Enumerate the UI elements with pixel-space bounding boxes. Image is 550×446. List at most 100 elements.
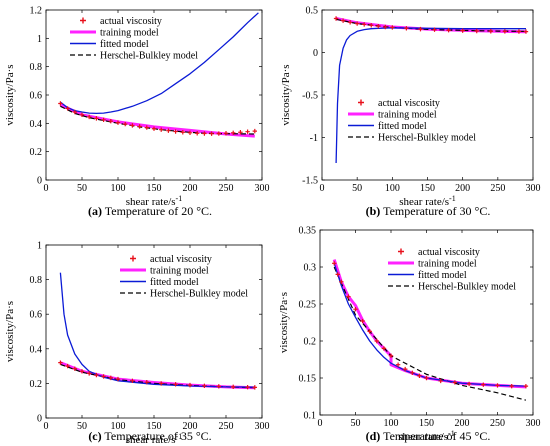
data-point-actual-viscosity — [159, 381, 164, 386]
x-tick-label: 150 — [419, 418, 434, 429]
data-point-actual-viscosity — [502, 29, 508, 34]
x-tick-label: 200 — [455, 183, 470, 194]
panel-a: 0 50 100 150 200 250 300 0 0.2 0.4 0.6 0.8 1 1.2 shear… — [4, 6, 270, 219]
legend-label: actual viscosity — [378, 98, 440, 109]
caption-letter: (a) — [88, 204, 102, 218]
data-point-actual-viscosity — [173, 129, 178, 134]
data-point-actual-viscosity — [202, 383, 207, 389]
y-tick-label: 0.2 — [30, 147, 43, 158]
data-point-actual-viscosity — [424, 375, 429, 381]
x-tick-label: 300 — [255, 183, 270, 194]
data-point-actual-viscosity — [388, 353, 394, 358]
data-point-actual-viscosity — [130, 123, 135, 128]
y-tick-label: 0.8 — [30, 62, 43, 73]
data-point-actual-viscosity — [209, 131, 214, 136]
x-tick-label: 50 — [352, 183, 362, 194]
data-point-actual-viscosity — [65, 106, 70, 111]
series-line-herschel-bulkley-model — [333, 266, 527, 401]
data-point-actual-viscosity — [333, 16, 339, 21]
x-tick-label: 50 — [77, 421, 87, 432]
x-tick-label: 100 — [384, 418, 399, 429]
x-tick-label: 100 — [385, 183, 400, 194]
data-point-actual-viscosity — [395, 362, 401, 367]
legend-label: actual viscosity — [418, 247, 480, 258]
data-point-actual-viscosity — [115, 120, 121, 125]
x-axis-label-exponent: -1 — [176, 432, 183, 441]
y-tick-label: 1 — [37, 241, 42, 252]
data-point-actual-viscosity — [159, 127, 164, 132]
data-point-actual-viscosity — [108, 375, 113, 381]
legend-label: training model — [100, 28, 159, 39]
data-point-actual-viscosity — [340, 18, 346, 23]
y-tick-label: -1 — [310, 133, 318, 144]
y-tick-label: 0.2 — [30, 379, 43, 390]
caption-letter: (d) — [366, 429, 381, 443]
legend-marker-icon — [398, 248, 404, 255]
data-point-actual-viscosity — [374, 338, 379, 344]
data-point-actual-viscosity — [245, 129, 250, 134]
data-point-actual-viscosity — [79, 112, 85, 118]
x-axis-label: shear rate/s-1 — [126, 432, 182, 446]
data-point-actual-viscosity — [418, 26, 423, 32]
data-point-actual-viscosity — [346, 294, 351, 299]
x-tick-label: 0 — [44, 183, 49, 194]
data-point-actual-viscosity — [245, 385, 250, 390]
data-point-actual-viscosity — [367, 329, 372, 334]
legend-label: fitted model — [378, 121, 427, 132]
x-tick-label: 250 — [219, 421, 234, 432]
legend-label: Herschel-Bulkley model — [418, 282, 516, 293]
data-point-actual-viscosity — [101, 117, 106, 122]
x-tick-label: 150 — [147, 183, 162, 194]
data-point-actual-viscosity — [332, 261, 337, 266]
panel-caption: (d) Temperature of 45 °C. — [366, 429, 491, 443]
data-point-actual-viscosity — [72, 366, 77, 371]
x-tick-label: 300 — [526, 183, 541, 194]
y-axis-label: viscosity/Pa·s — [4, 64, 16, 125]
data-point-actual-viscosity — [481, 382, 486, 387]
data-point-actual-viscosity — [87, 114, 92, 120]
data-point-actual-viscosity — [353, 306, 358, 312]
x-tick-label: 0 — [318, 418, 323, 429]
panel-caption: (b) Temperature of 30 °C. — [366, 204, 491, 218]
legend-label: fitted model — [100, 39, 149, 50]
y-tick-label: 0.35 — [299, 226, 317, 237]
data-point-actual-viscosity — [202, 131, 207, 136]
data-point-actual-viscosity — [446, 28, 451, 33]
data-point-actual-viscosity — [460, 28, 465, 33]
y-tick-label: 0.4 — [30, 119, 43, 130]
data-point-actual-viscosity — [180, 130, 185, 135]
x-axis-label: shear rate/s-1 — [398, 429, 454, 443]
data-point-actual-viscosity — [231, 130, 236, 136]
x-tick-label: 0 — [320, 183, 325, 194]
data-point-actual-viscosity — [404, 26, 409, 31]
x-axis-label: shear rate/s-1 — [126, 194, 182, 208]
y-tick-label: -1.5 — [302, 176, 318, 187]
data-point-actual-viscosity — [516, 29, 522, 34]
y-tick-label: 0.2 — [304, 337, 317, 348]
data-point-actual-viscosity — [383, 24, 388, 30]
caption-letter: (b) — [366, 204, 381, 218]
y-tick-label: 0.8 — [30, 275, 43, 286]
series-line-fitted-model — [335, 27, 526, 164]
data-point-actual-viscosity — [187, 382, 193, 388]
panel-caption: (c) Temperature of 35 °C. — [88, 429, 211, 443]
x-tick-label: 250 — [490, 183, 505, 194]
x-tick-label: 300 — [526, 418, 541, 429]
data-point-actual-viscosity — [79, 369, 85, 374]
series-line-herschel-bulkley-model — [60, 105, 255, 135]
data-point-actual-viscosity — [231, 384, 236, 390]
data-point-actual-viscosity — [381, 346, 387, 351]
series-group — [333, 16, 529, 164]
y-tick-label: 0.4 — [30, 344, 43, 355]
data-point-actual-viscosity — [216, 131, 221, 136]
caption-text: Temperature of 20 °C. — [102, 204, 212, 218]
data-point-actual-viscosity — [466, 381, 472, 387]
data-point-actual-viscosity — [362, 22, 367, 27]
y-tick-label: 0.25 — [299, 300, 317, 311]
y-tick-label: 0.3 — [304, 263, 317, 274]
y-tick-label: 0 — [37, 414, 42, 425]
plot-frame — [321, 9, 534, 181]
caption-text: Temperature of 30 °C. — [380, 204, 490, 218]
